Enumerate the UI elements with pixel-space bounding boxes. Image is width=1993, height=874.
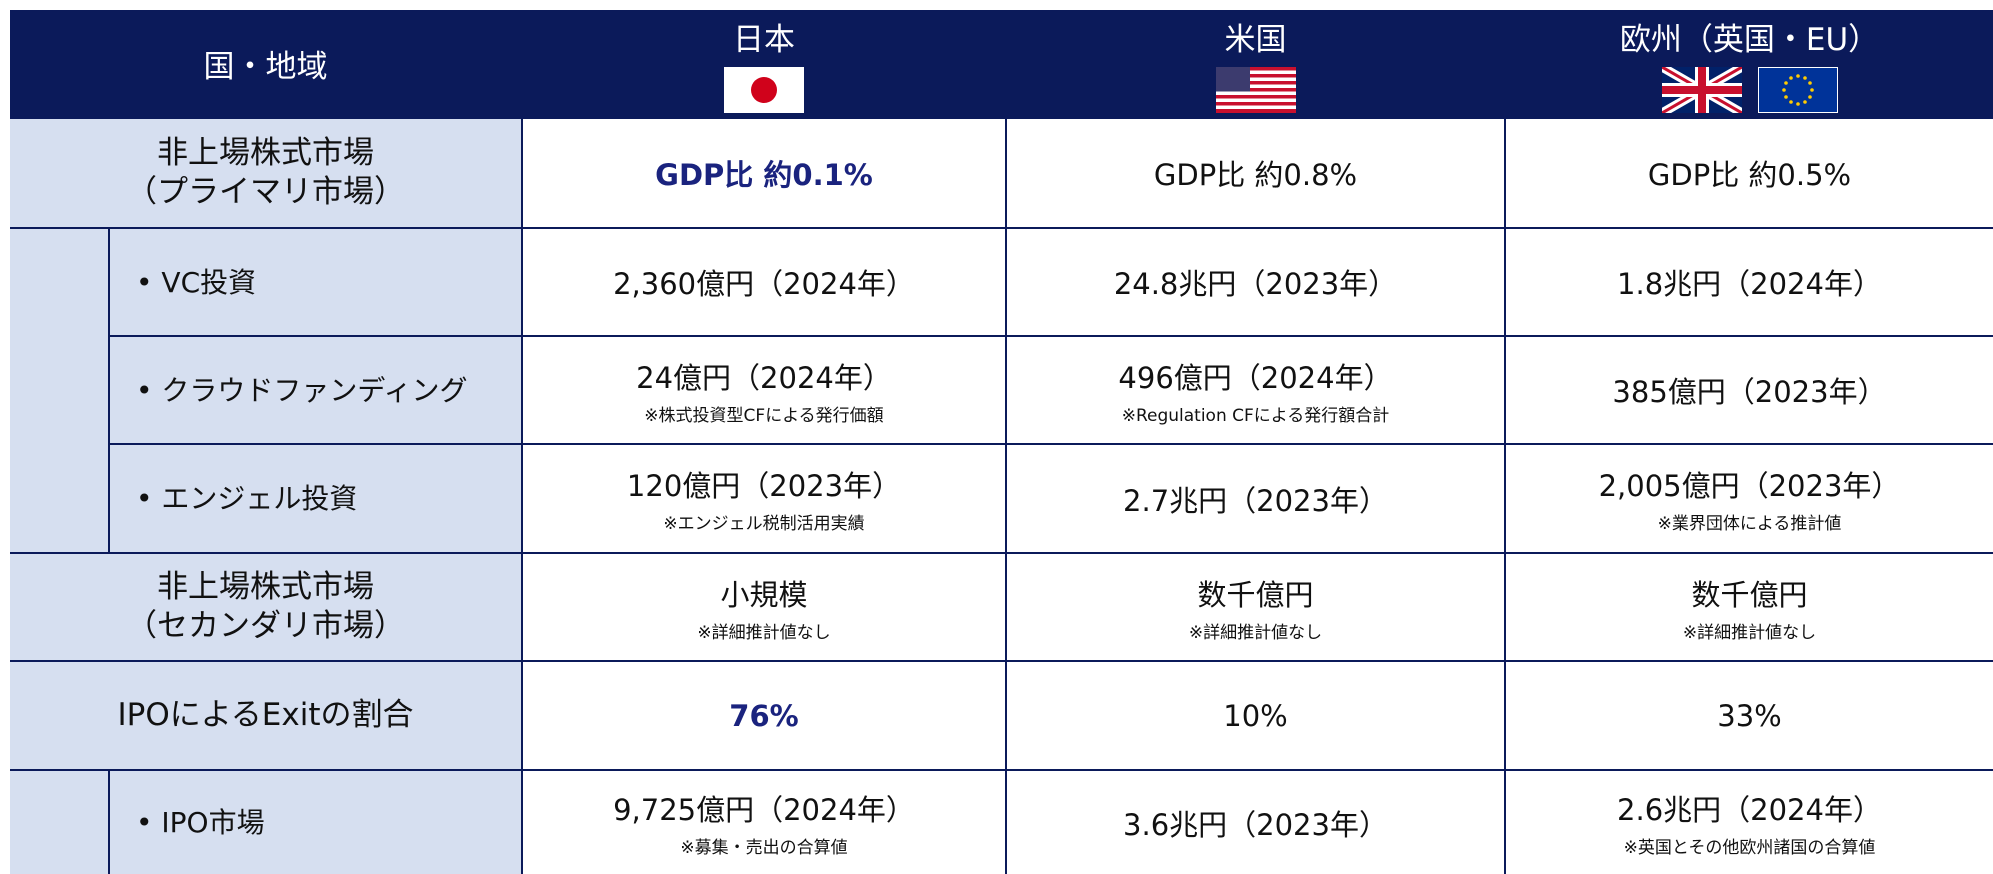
cell-value: 小規模 [720,577,808,612]
cell: 24億円（2024年） ※株式投資型CFによる発行価額 [523,337,1005,443]
row-label: • VC投資 [110,229,521,335]
cell: GDP比 約0.1% [523,119,1005,227]
cell-value: 1.8兆円（2024年） [1617,267,1882,301]
cell-value: 9,725億円（2024年） [613,793,915,827]
header-col: 米国 [1007,10,1504,117]
cell-value: 数千億円 [1691,577,1808,612]
cell-note: ※詳細推計値なし [1188,622,1323,643]
flag-us [1215,67,1296,113]
cell: 2.7兆円（2023年） [1007,445,1504,552]
cell-value: 24億円（2024年） [636,360,892,395]
cell-value: 24.8兆円（2023年） [1113,267,1398,301]
cell: 3.6兆円（2023年） [1007,771,1504,874]
market-table: 国・地域 日本 米国 欧州（英国・EU） 非上場株式市場 （プライマリ市場） GD… [10,10,1993,874]
cell-note: ※株式投資型CFによる発行価額 [644,405,884,426]
cell-note: ※英国とその他欧州諸国の合算値 [1623,838,1876,858]
cell: 数千億円 ※詳細推計値なし [1007,554,1504,660]
cell: 1.8兆円（2024年） [1506,229,1993,335]
cell: 496億円（2024年） ※Regulation CFによる発行額合計 [1007,337,1504,443]
cell: 2,360億円（2024年） [523,229,1005,335]
flag-jp [724,67,804,113]
cell-value: GDP比 約0.5% [1647,158,1852,192]
flag-uk [1661,67,1742,113]
cell: 120億円（2023年） ※エンジェル税制活用実績 [523,445,1005,552]
cell: 小規模 ※詳細推計値なし [523,554,1005,660]
row-label: IPOによるExitの割合 [10,662,521,769]
cell: 76% [523,662,1005,769]
indent-spacer [10,771,108,874]
cell-value: 2,005億円（2023年） [1598,469,1901,503]
cell: 33% [1506,662,1993,769]
col-name: 日本 [733,22,795,58]
cell-value: 2.7兆円（2023年） [1123,483,1388,518]
cell: 10% [1007,662,1504,769]
indent-spacer [10,229,108,552]
cell-value: 120億円（2023年） [626,469,902,503]
cell-value: 2.6兆円（2024年） [1617,793,1882,827]
flag-eu [1757,67,1838,113]
row-label: • IPO市場 [110,771,521,874]
cell-value: 2,360億円（2024年） [613,267,915,301]
cell-note: ※業界団体による推計値 [1657,514,1842,534]
cell-value: 10% [1223,698,1288,733]
cell-value: GDP比 約0.8% [1153,158,1358,192]
row-label: 非上場株式市場 （セカンダリ市場） [10,554,521,660]
row-label: • クラウドファンディング [110,337,521,443]
cell: 2.6兆円（2024年） ※英国とその他欧州諸国の合算値 [1506,771,1993,874]
header-col: 欧州（英国・EU） [1506,10,1993,117]
cell: GDP比 約0.8% [1007,119,1504,227]
cell: GDP比 約0.5% [1506,119,1993,227]
cell-value: 496億円（2024年） [1118,360,1393,395]
cell-note: ※エンジェル税制活用実績 [663,514,865,534]
cell: 数千億円 ※詳細推計値なし [1506,554,1993,660]
cell: 2,005億円（2023年） ※業界団体による推計値 [1506,445,1993,552]
cell: 24.8兆円（2023年） [1007,229,1504,335]
cell-value: GDP比 約0.1% [655,158,873,192]
cell-note: ※募集・売出の合算値 [680,838,848,858]
col-name: 米国 [1224,22,1287,58]
col-name: 欧州（英国・EU） [1619,22,1880,58]
cell-note: ※Regulation CFによる発行額合計 [1121,405,1390,426]
cell-value: 33% [1717,698,1782,733]
cell-value: 76% [729,698,799,733]
cell-value: 3.6兆円（2023年） [1123,807,1388,842]
row-label: • エンジェル投資 [110,445,521,552]
cell-note: ※詳細推計値なし [697,622,831,643]
cell-note: ※詳細推計値なし [1682,622,1817,643]
header-col: 日本 [523,10,1005,117]
cell-value: 385億円（2023年） [1612,375,1887,409]
cell-value: 数千億円 [1197,577,1314,612]
cell: 385億円（2023年） [1506,337,1993,443]
row-label: 非上場株式市場 （プライマリ市場） [10,119,521,227]
header-label: 国・地域 [10,10,521,117]
cell: 9,725億円（2024年） ※募集・売出の合算値 [523,771,1005,874]
